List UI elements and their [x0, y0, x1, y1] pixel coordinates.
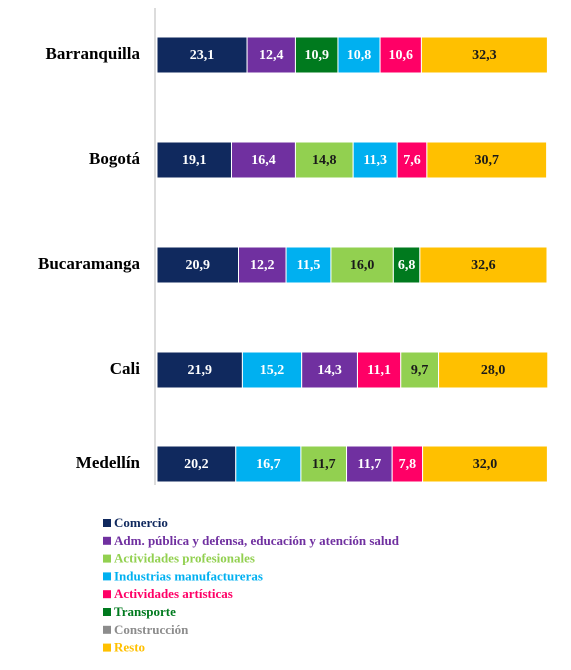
value-label: 20,9 — [186, 258, 211, 273]
value-label: 32,0 — [473, 457, 498, 472]
bar-segment — [420, 36, 548, 74]
bar-segment — [330, 246, 394, 284]
legend-label: Construcción — [114, 622, 189, 637]
bar-segment — [238, 246, 287, 284]
legend-label: Comercio — [114, 515, 168, 530]
value-label: 23,1 — [190, 48, 215, 63]
legend-swatch — [103, 643, 111, 652]
bar-segment — [346, 445, 393, 483]
legend-swatch — [103, 590, 111, 599]
bar-segment — [294, 36, 339, 74]
bar-segment — [438, 351, 549, 389]
value-label: 6,8 — [398, 258, 416, 273]
category-label: Cali — [110, 359, 141, 378]
legend-label: Resto — [114, 640, 145, 655]
bar-segment — [422, 445, 548, 483]
bar-segment — [156, 351, 243, 389]
value-label: 11,7 — [357, 457, 381, 472]
value-label: 7,8 — [399, 457, 417, 472]
value-label: 11,5 — [297, 258, 321, 273]
legend-label: Actividades artísticas — [114, 586, 233, 601]
value-label: 11,7 — [312, 457, 336, 472]
value-label: 21,9 — [187, 363, 212, 378]
value-label: 32,6 — [471, 258, 496, 273]
legend-label: Industrias manufactureras — [114, 568, 263, 583]
value-label: 16,0 — [350, 258, 375, 273]
value-label: 12,4 — [259, 48, 284, 63]
bar-segment — [301, 351, 358, 389]
bar-segment — [396, 141, 428, 179]
bar-segment — [391, 445, 424, 483]
value-label: 19,1 — [182, 153, 207, 168]
bar-segment — [300, 445, 348, 483]
bar-segment — [392, 246, 421, 284]
bar-segment — [352, 141, 398, 179]
value-label: 14,8 — [312, 153, 337, 168]
legend-label: Transporte — [114, 604, 176, 619]
value-label: 14,3 — [317, 363, 342, 378]
value-label: 16,7 — [256, 457, 281, 472]
category-label: Bogotá — [89, 149, 141, 168]
value-label: 10,8 — [347, 48, 372, 63]
bar-segment — [294, 141, 354, 179]
value-label: 10,9 — [304, 48, 329, 63]
bar-segment — [246, 36, 296, 74]
legend-swatch — [103, 554, 111, 563]
legend-swatch — [103, 519, 111, 527]
value-label: 16,4 — [251, 153, 276, 168]
bar-segment — [156, 246, 240, 284]
category-label: Bucaramanga — [38, 254, 141, 273]
bar-segment — [285, 246, 332, 284]
value-label: 32,3 — [472, 48, 497, 63]
bar-segment — [426, 141, 548, 179]
legend-swatch — [103, 572, 111, 581]
value-label: 10,6 — [389, 48, 414, 63]
legend-label: Actividades profesionales — [114, 551, 255, 566]
value-label: 20,2 — [184, 457, 209, 472]
legend-swatch — [103, 608, 111, 616]
value-label: 28,0 — [481, 363, 506, 378]
value-label: 11,1 — [367, 363, 391, 378]
bar-segment — [241, 351, 303, 389]
bar-segment — [235, 445, 302, 483]
legend-label: Adm. pública y defensa, educación y aten… — [114, 533, 400, 548]
bar-segment — [419, 246, 548, 284]
category-label: Barranquilla — [46, 44, 141, 63]
value-label: 7,6 — [403, 153, 421, 168]
value-label: 11,3 — [363, 153, 387, 168]
value-label: 9,7 — [411, 363, 429, 378]
legend-swatch — [103, 625, 111, 634]
category-label: Medellín — [76, 453, 141, 472]
value-label: 12,2 — [250, 258, 275, 273]
legend-swatch — [103, 536, 111, 545]
value-label: 30,7 — [474, 153, 499, 168]
bar-segment — [400, 351, 440, 389]
value-label: 15,2 — [260, 363, 285, 378]
